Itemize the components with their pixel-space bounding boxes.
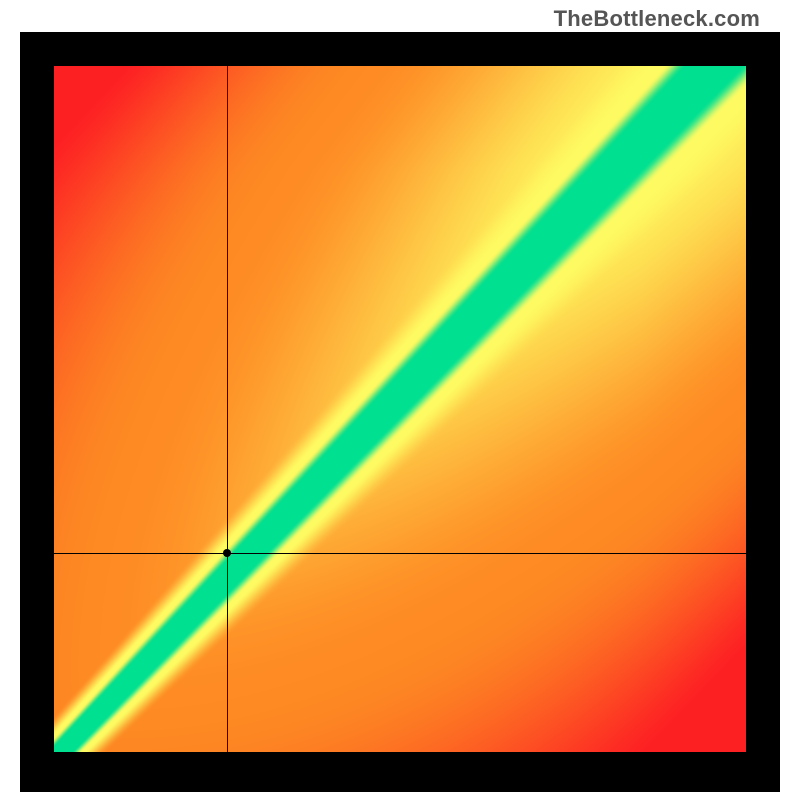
watermark-text: TheBottleneck.com: [554, 6, 760, 32]
heatmap-canvas: [54, 66, 746, 752]
data-point-marker: [223, 549, 231, 557]
crosshair-horizontal: [54, 553, 746, 554]
crosshair-vertical: [227, 66, 228, 752]
